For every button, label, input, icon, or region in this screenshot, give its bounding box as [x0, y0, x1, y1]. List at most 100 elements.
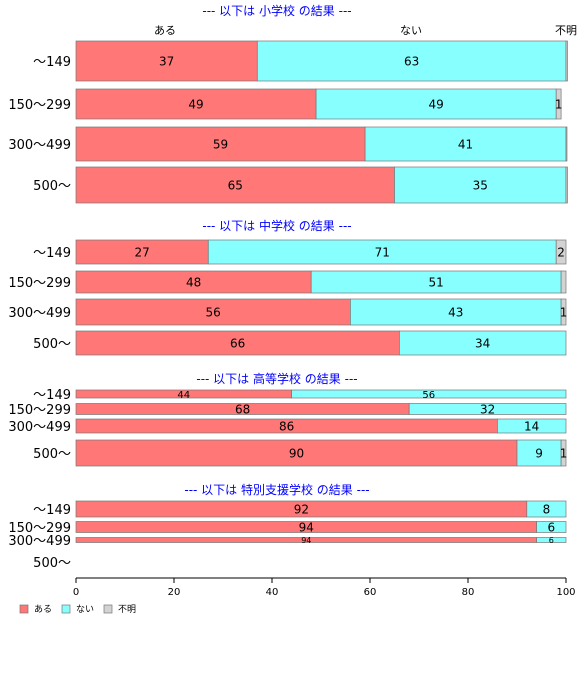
bar-segment-nai — [399, 330, 567, 356]
data-label: 35 — [473, 179, 488, 193]
category-label: ～149 — [33, 55, 71, 70]
bar-segment-nai — [291, 389, 567, 399]
column-header-label: ない — [400, 24, 422, 37]
category-label: ～149 — [33, 246, 71, 261]
data-label: 71 — [375, 246, 390, 260]
data-label: 59 — [213, 138, 228, 152]
data-label: 49 — [429, 98, 444, 112]
category-label: 300～499 — [8, 534, 71, 549]
data-label: 8 — [543, 503, 551, 517]
bar-segment-nai — [408, 403, 567, 415]
data-label: 66 — [230, 337, 245, 351]
category-label: 300～499 — [8, 138, 71, 153]
bar-segment-nai — [207, 239, 557, 265]
category-label: ～149 — [33, 388, 71, 403]
category-label: 150～299 — [8, 276, 71, 291]
bar-segment-nai — [536, 521, 567, 533]
data-label: 1 — [555, 98, 563, 112]
category-label: 150～299 — [8, 403, 71, 418]
bar-segment-fumei — [565, 166, 568, 204]
x-tick-label: 60 — [364, 587, 377, 598]
section-title: --- 以下は 中学校 の結果 --- — [202, 218, 351, 233]
legend-swatch — [103, 604, 113, 614]
bar-segment-fumei — [560, 439, 567, 467]
section-title: --- 以下は 小学校 の結果 --- — [202, 3, 351, 18]
category-label: 300～499 — [8, 420, 71, 435]
x-tick-label: 20 — [168, 587, 181, 598]
data-label: 94 — [301, 536, 311, 545]
data-label: 6 — [549, 536, 554, 545]
data-label: 51 — [429, 276, 444, 290]
category-label: 500～ — [33, 179, 71, 194]
data-label: 34 — [475, 337, 490, 351]
column-header-label: 不明 — [555, 24, 577, 37]
bar-segment-nai — [315, 88, 557, 120]
bar-segment-fumei — [560, 270, 567, 294]
bar-segment-fumei — [560, 298, 567, 326]
column-header-label: ある — [154, 24, 176, 37]
data-label: 14 — [524, 420, 539, 434]
data-label: 43 — [448, 306, 463, 320]
bar-segment-aru — [75, 40, 258, 82]
data-label: 68 — [235, 403, 250, 417]
data-label: 63 — [404, 55, 419, 69]
data-label: 48 — [186, 276, 201, 290]
x-tick-label: 80 — [462, 587, 475, 598]
data-label: 90 — [289, 447, 304, 461]
data-label: 56 — [206, 306, 221, 320]
x-tick-label: 40 — [266, 587, 279, 598]
category-label: 500～ — [33, 337, 71, 352]
category-label: ～149 — [33, 503, 71, 518]
data-label: 32 — [480, 403, 495, 417]
data-label: 94 — [299, 521, 314, 535]
category-label: 300～499 — [8, 306, 71, 321]
bar-segment-nai — [256, 40, 567, 82]
legend-label: 不明 — [118, 604, 136, 615]
data-label: 27 — [135, 246, 150, 260]
section-title: --- 以下は 特別支援学校 の結果 --- — [184, 482, 369, 497]
category-label: 500～ — [33, 556, 71, 571]
data-label: 56 — [422, 390, 435, 401]
bar-segment-nai — [364, 126, 567, 162]
category-label: 500～ — [33, 447, 71, 462]
bar-segment-aru — [75, 439, 518, 467]
bar-segment-fumei — [565, 40, 568, 82]
bar-segment-fumei — [565, 126, 568, 162]
bar-segment-nai — [350, 298, 562, 326]
x-tick-label: 100 — [556, 587, 575, 598]
legend-label: ない — [76, 604, 94, 615]
legend-label: ある — [34, 604, 52, 615]
data-label: 6 — [547, 521, 555, 535]
data-label: 86 — [279, 420, 294, 434]
bar-segment-aru — [75, 239, 209, 265]
data-label: 1 — [560, 306, 568, 320]
x-tick-label: 0 — [73, 587, 79, 598]
data-label: 65 — [228, 179, 243, 193]
data-label: 92 — [294, 503, 309, 517]
data-label: 44 — [177, 390, 190, 401]
bar-segment-aru — [75, 166, 395, 204]
data-label: 2 — [557, 246, 565, 260]
data-label: 1 — [560, 447, 568, 461]
section-title: --- 以下は 高等学校 の結果 --- — [196, 371, 357, 386]
bar-segment-aru — [75, 126, 366, 162]
bar-segment-fumei — [555, 88, 562, 120]
bar-segment-nai — [526, 500, 567, 518]
bar-segment-nai — [536, 537, 567, 543]
data-label: 37 — [159, 55, 174, 69]
bar-segment-aru — [75, 88, 317, 120]
bar-segment-nai — [394, 166, 567, 204]
data-label: 9 — [535, 447, 543, 461]
category-label: 150～299 — [8, 98, 71, 113]
data-label: 41 — [458, 138, 473, 152]
bar-segment-nai — [516, 439, 562, 467]
bar-segment-nai — [497, 418, 567, 434]
legend-swatch — [61, 604, 71, 614]
bar-segment-aru — [75, 330, 400, 356]
data-label: 49 — [188, 98, 203, 112]
legend-swatch — [19, 604, 29, 614]
category-label: 150～299 — [8, 521, 71, 536]
bar-segment-fumei — [555, 239, 567, 265]
